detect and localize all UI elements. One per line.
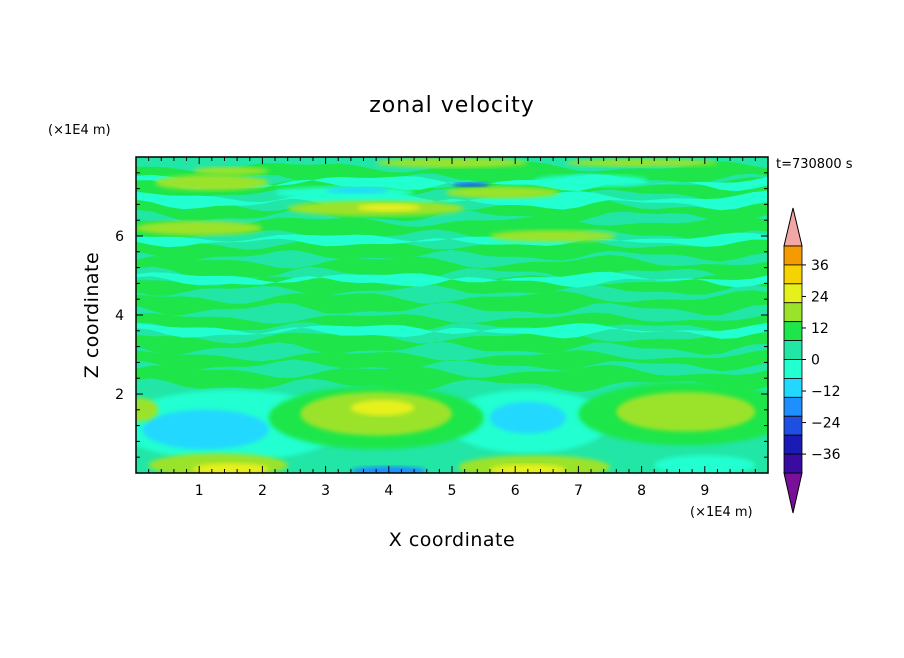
blob-left-edge-positive [136, 397, 159, 422]
field-band-3 [136, 312, 768, 334]
colorbar-segment [783, 378, 803, 398]
x-tick-label: 2 [258, 483, 267, 499]
blob-upper-cyan-core [325, 187, 389, 194]
colorbar-segment [783, 434, 803, 455]
colorbar-segment [783, 396, 803, 417]
x-tick-label: 1 [195, 483, 204, 499]
colorbar-tick-label: −24 [811, 416, 841, 432]
field-band-1 [136, 349, 768, 372]
x-unit-label: (×1E4 m) [690, 505, 753, 520]
blob-bottom-right-mint [654, 455, 756, 473]
field-band-2 [136, 330, 768, 356]
y-tick-label: 4 [115, 308, 124, 324]
blob-top-negative-core [452, 182, 490, 188]
y-tick-label: 2 [115, 387, 124, 403]
time-label: t=730800 s [776, 157, 853, 172]
blob-lower-right-mid [616, 392, 756, 432]
y-unit-label: (×1E4 m) [48, 123, 111, 138]
colorbar-segment [783, 283, 803, 304]
colorbar-segment [783, 415, 803, 436]
field-band-7 [136, 238, 768, 262]
colorbar-segment [783, 321, 803, 341]
y-tick-label: 6 [115, 229, 124, 245]
y-axis-title: Z coordinate [81, 252, 103, 378]
colorbar: 36 24 12 0 −12 −24 −36 [783, 207, 841, 514]
colorbar-segment [783, 340, 803, 360]
blob-upper-right-mint [534, 174, 648, 187]
blob-lower-mid-cyan [489, 401, 566, 434]
field-band-13 [136, 271, 768, 288]
field-band-9 [136, 198, 768, 223]
colorbar-segment [783, 302, 803, 323]
field-band-4 [136, 290, 768, 316]
heatmap-field [136, 157, 768, 473]
field-band-8 [136, 215, 768, 241]
colorbar-tick-label: 36 [811, 258, 829, 274]
field-band-6 [136, 254, 768, 281]
colorbar-segment [783, 359, 803, 379]
chart-title: zonal velocity [369, 93, 535, 118]
blob-mid-6-positive [489, 230, 617, 242]
field-band-12 [136, 322, 768, 339]
axis-ticks: 1 2 3 4 5 6 7 8 9 2 4 6 [115, 156, 769, 499]
colorbar-tick-label: −12 [811, 384, 841, 400]
x-axis-title: X coordinate [389, 529, 515, 551]
x-tick-label: 5 [448, 483, 457, 499]
colorbar-tick-label: 24 [811, 289, 829, 305]
blob-upper-positive-core [357, 203, 421, 212]
field-band-14 [136, 232, 768, 248]
x-tick-label: 7 [574, 483, 583, 499]
blob-lower-left-cyan [142, 409, 269, 450]
colorbar-segment [783, 245, 803, 266]
blob-bottom-mid-core [489, 464, 566, 473]
colorbar-tick-label: −36 [811, 447, 841, 463]
x-tick-label: 8 [637, 483, 646, 499]
x-tick-label: 4 [384, 483, 393, 499]
blob-top-left-positive [192, 166, 269, 175]
blob-lower-positive-core [350, 399, 415, 416]
colorbar-tick-label: 12 [811, 321, 829, 337]
field-band-0 [136, 364, 768, 393]
x-tick-label: 6 [511, 483, 520, 499]
colorbar-tick-label: 0 [811, 353, 820, 369]
colorbar-extend-bottom [783, 472, 803, 514]
x-tick-label: 3 [321, 483, 330, 499]
x-tick-label: 9 [700, 483, 709, 499]
colorbar-segment [783, 264, 803, 285]
colorbar-segment [783, 453, 803, 474]
field-band-15 [136, 190, 768, 211]
colorbar-extend-top [783, 207, 803, 247]
field-band-11 [136, 161, 768, 185]
blob-left-6-positive [136, 220, 263, 236]
blob-upper-right-positive [445, 186, 560, 199]
blob-upper-left-positive [154, 174, 269, 191]
